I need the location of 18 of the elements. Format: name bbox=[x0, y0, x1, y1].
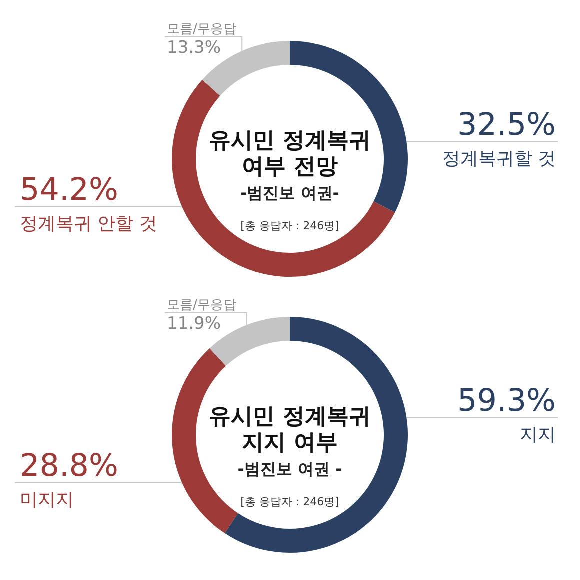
data-label: 54.2% bbox=[20, 172, 118, 208]
slice-label: 미지지 bbox=[20, 490, 74, 510]
text: [총 응답자 : 246명] bbox=[240, 220, 340, 232]
data-label: 13.3% bbox=[167, 38, 222, 58]
slice-label: 모름/무응답 bbox=[167, 22, 236, 37]
data-label: 32.5% bbox=[458, 107, 556, 143]
text: [총 응답자 : 246명] bbox=[240, 496, 340, 508]
text: 유시민 정계복귀 지지 여부 bbox=[209, 404, 371, 456]
data-label: 59.3% bbox=[458, 383, 556, 419]
slice-label: 정계복귀 안할 것 bbox=[20, 214, 158, 234]
text: -범진보 여권 - bbox=[238, 460, 342, 478]
slice-label: 모름/무응답 bbox=[167, 298, 236, 313]
text: -범진보 여권- bbox=[240, 184, 340, 202]
data-label: 11.9% bbox=[167, 314, 222, 334]
slice-label: 지지 bbox=[520, 424, 556, 446]
slice-label: 정계복귀할 것 bbox=[442, 148, 556, 170]
text: 유시민 정계복귀 여부 전망 bbox=[209, 128, 371, 180]
data-label: 28.8% bbox=[20, 448, 118, 484]
